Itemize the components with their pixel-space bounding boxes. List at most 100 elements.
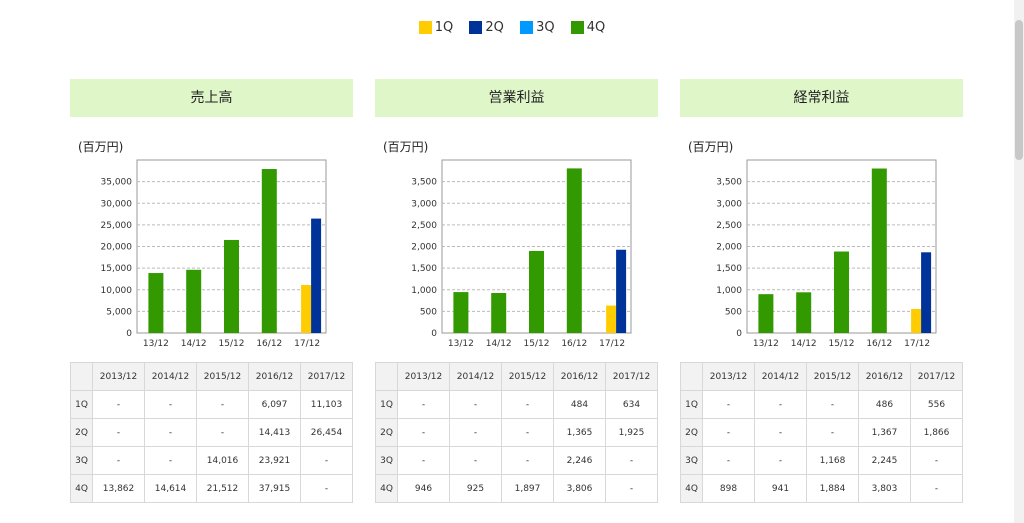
bar-1q-17-12 xyxy=(301,284,312,333)
table-header-row: 2013/12 2014/12 2015/12 2016/12 2017/12 xyxy=(375,362,658,391)
panel-title: 売上高 xyxy=(70,79,353,117)
table-cell: 26,454 xyxy=(300,418,353,447)
table-cell: - xyxy=(702,418,755,447)
table-row-header: 1Q xyxy=(680,390,703,419)
table-cell: 1,367 xyxy=(858,418,911,447)
bar-4q-15-12 xyxy=(224,239,239,333)
table-cell: - xyxy=(702,446,755,475)
x-tick-label: 17/12 xyxy=(599,339,625,349)
table-cell: - xyxy=(144,390,197,419)
x-tick-label: 13/12 xyxy=(143,339,169,349)
bar-4q-16-12 xyxy=(261,169,277,333)
x-tick-label: 16/12 xyxy=(561,339,587,349)
legend-swatch-3q xyxy=(520,21,534,34)
x-tick-label: 16/12 xyxy=(866,339,892,349)
legend-item-3q: 3Q xyxy=(520,20,555,35)
table-row-header: 2Q xyxy=(70,418,93,447)
table-cell: 23,921 xyxy=(248,446,301,475)
table-column-header: 2016/12 xyxy=(858,362,911,391)
table-row-header: 3Q xyxy=(70,446,93,475)
table-cell: 1,897 xyxy=(501,474,554,503)
legend-item-1q: 1Q xyxy=(418,20,454,35)
table-cell: - xyxy=(754,390,807,419)
table-cell: 634 xyxy=(605,390,658,419)
table-cell: - xyxy=(196,390,249,419)
bar-4q-14-12 xyxy=(796,292,812,333)
x-tick-label: 13/12 xyxy=(448,339,474,349)
table-cell: 6,097 xyxy=(248,390,301,419)
unit-label: (百万円) xyxy=(78,140,124,154)
table-cell: 941 xyxy=(754,474,807,503)
y-tick-label: 1,000 xyxy=(716,286,742,296)
table-cell: 946 xyxy=(397,474,450,503)
y-tick-label: 1,000 xyxy=(411,286,437,296)
table-cell: - xyxy=(449,390,502,419)
table-column-header: 2017/12 xyxy=(910,362,963,391)
table-cell: - xyxy=(806,390,859,419)
y-tick-label: 2,000 xyxy=(716,243,742,253)
table-cell: - xyxy=(754,418,807,447)
table-row: 4Q 946 925 1,897 3,806- xyxy=(375,474,658,503)
table-corner-cell xyxy=(680,362,703,391)
x-tick-label: 17/12 xyxy=(904,339,930,349)
bar-chart-operating-income: 0 500 1,000 1,500 2,000 2,500 3,000 3,500 13/12 1… xyxy=(411,159,632,349)
table-cell: - xyxy=(449,446,502,475)
table-cell: 14,614 xyxy=(144,474,197,503)
y-tick-label: 2,500 xyxy=(716,221,742,231)
bar-2q-17-12 xyxy=(616,249,627,333)
panel-ordinary-income: 経常利益 (百万円) 0 500 1,000 1,500 2,000 2,500 3,000… xyxy=(680,79,963,503)
table-row-header: 1Q xyxy=(70,390,93,419)
table-column-header: 2013/12 xyxy=(92,362,145,391)
scrollbar-thumb[interactable] xyxy=(1015,20,1023,160)
table-column-header: 2016/12 xyxy=(553,362,606,391)
bar-chart-sales: 0 5,000 10,000 15,000 20,000 25,000 30,000 35,0… xyxy=(101,159,327,349)
x-tick-label: 15/12 xyxy=(524,339,550,349)
table-cell: - xyxy=(92,390,145,419)
vertical-scrollbar[interactable] xyxy=(1014,0,1024,523)
table-cell: - xyxy=(300,446,353,475)
table-cell: - xyxy=(397,390,450,419)
x-tick-label: 16/12 xyxy=(256,339,282,349)
table-cell: - xyxy=(196,418,249,447)
panel-title: 営業利益 xyxy=(375,79,658,117)
table-row-header: 1Q xyxy=(375,390,398,419)
y-tick-label: 0 xyxy=(126,329,132,339)
x-tick-label: 15/12 xyxy=(219,339,245,349)
bar-2q-17-12 xyxy=(921,252,932,333)
table-cell: - xyxy=(754,446,807,475)
table-header-row: 2013/12 2014/12 2015/12 2016/12 2017/12 xyxy=(70,362,353,391)
table-cell: - xyxy=(910,446,963,475)
table-row: 4Q 13,862 14,614 21,512 37,915- xyxy=(70,474,353,503)
table-cell: 1,925 xyxy=(605,418,658,447)
legend-label-3q: 3Q xyxy=(536,20,555,35)
table-cell: - xyxy=(449,418,502,447)
legend-label-1q: 1Q xyxy=(434,20,454,35)
legend-swatch-4q xyxy=(570,21,584,34)
table-cell: 13,862 xyxy=(92,474,145,503)
y-tick-label: 15,000 xyxy=(101,264,133,274)
bar-4q-14-12 xyxy=(186,269,202,333)
table-row-header: 2Q xyxy=(375,418,398,447)
table-column-header: 2015/12 xyxy=(501,362,554,391)
bar-4q-13-12 xyxy=(453,292,469,333)
table-corner-cell xyxy=(70,362,93,391)
table-column-header: 2013/12 xyxy=(702,362,755,391)
y-tick-label: 3,500 xyxy=(411,178,437,188)
y-tick-label: 2,500 xyxy=(411,221,437,231)
table-cell: 925 xyxy=(449,474,502,503)
table-cell: 3,803 xyxy=(858,474,911,503)
table-cell: 2,245 xyxy=(858,446,911,475)
x-tick-label: 15/12 xyxy=(829,339,855,349)
data-table-operating-income: 2013/12 2014/12 2015/12 2016/12 2017/12 1Q - - -… xyxy=(375,362,658,503)
table-column-header: 2014/12 xyxy=(144,362,197,391)
bar-1q-17-12 xyxy=(911,308,922,333)
legend-label-2q: 2Q xyxy=(485,20,504,35)
table-cell: 486 xyxy=(858,390,911,419)
table-cell: - xyxy=(501,446,554,475)
table-row: 3Q - - -2,246- xyxy=(375,446,658,475)
bar-4q-16-12 xyxy=(871,168,887,333)
table-cell: 3,806 xyxy=(553,474,606,503)
table-cell: 1,365 xyxy=(553,418,606,447)
table-column-header: 2014/12 xyxy=(449,362,502,391)
table-cell: - xyxy=(605,446,658,475)
